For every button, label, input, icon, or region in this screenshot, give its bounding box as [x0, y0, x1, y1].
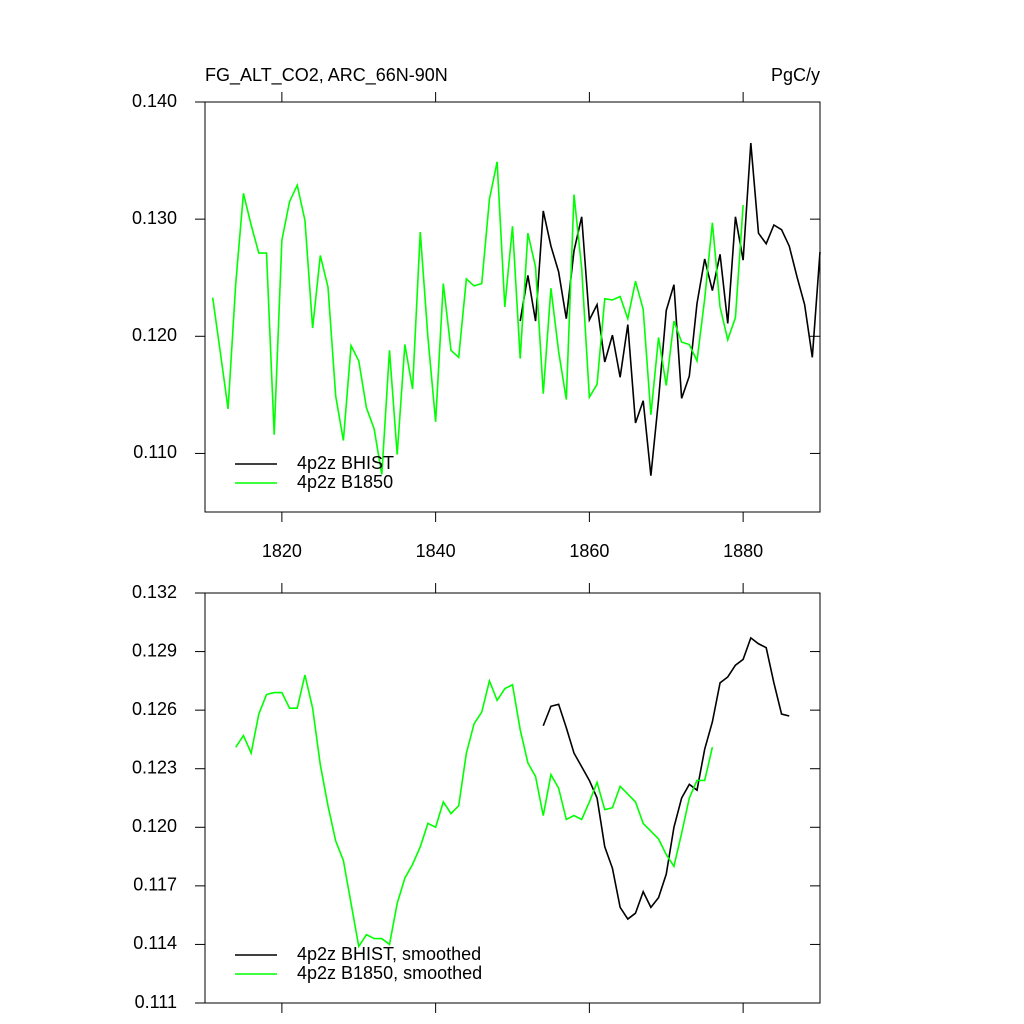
y-tick-label: 0.110: [133, 442, 177, 462]
y-tick-label: 0.114: [133, 933, 177, 953]
plot-frame: [204, 592, 821, 1004]
series-line: [542, 636, 790, 921]
y-tick-label: 0.111: [135, 992, 177, 1012]
y-tick-label: 0.120: [132, 325, 177, 345]
y-tick-label: 0.140: [132, 91, 177, 111]
legend-label: 4p2z BHIST, smoothed: [297, 944, 481, 964]
chart-title: FG_ALT_CO2, ARC_66N-90N: [205, 65, 448, 86]
x-tick-label: 1880: [723, 541, 763, 561]
x-tick-label: 1840: [416, 541, 456, 561]
legend-label: 4p2z B1850: [297, 472, 393, 492]
y-tick-label: 0.129: [132, 640, 177, 660]
y-tick-label: 0.132: [132, 582, 177, 602]
legend-label: 4p2z B1850, smoothed: [297, 963, 482, 983]
series-line: [211, 161, 744, 475]
y-tick-label: 0.123: [132, 757, 177, 777]
y-tick-label: 0.130: [132, 208, 177, 228]
y-tick-label: 0.126: [132, 699, 177, 719]
units-label: PgC/y: [771, 65, 820, 85]
series-line: [519, 142, 821, 476]
x-tick-label: 1820: [262, 541, 302, 561]
y-tick-label: 0.120: [132, 816, 177, 836]
legend-label: 4p2z BHIST: [297, 453, 394, 473]
plot-frame: [204, 101, 821, 513]
y-tick-label: 0.117: [133, 875, 177, 895]
series-line: [235, 674, 714, 949]
x-tick-label: 1860: [569, 541, 609, 561]
